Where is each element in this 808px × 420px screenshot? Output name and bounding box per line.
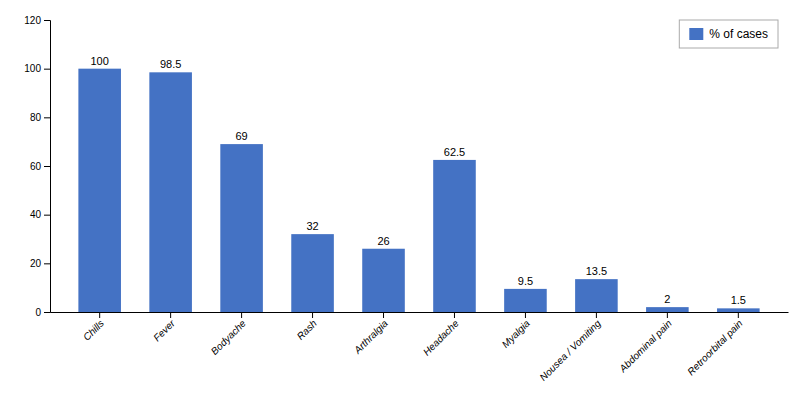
x-tick: Fever bbox=[151, 312, 177, 344]
bar bbox=[504, 289, 547, 312]
x-tick-mark bbox=[312, 312, 313, 318]
legend-label: % of cases bbox=[709, 27, 768, 41]
data-label: 69 bbox=[235, 130, 247, 142]
chart: 0 20 40 60 80 100 120 Chills Fever Bodyache Rash Ar… bbox=[0, 0, 808, 420]
x-tick-label: Myalgia bbox=[500, 317, 532, 349]
x-tick-mark bbox=[596, 312, 597, 318]
x-tick-mark bbox=[99, 312, 100, 318]
y-tick-mark bbox=[44, 69, 50, 70]
x-tick-mark bbox=[667, 312, 668, 318]
y-tick: 20 bbox=[30, 258, 50, 269]
data-label: 2 bbox=[664, 293, 670, 305]
y-tick-label: 40 bbox=[30, 209, 42, 220]
data-label: 1.5 bbox=[731, 294, 746, 306]
y-tick-label: 60 bbox=[30, 161, 42, 172]
y-tick-mark bbox=[44, 166, 50, 167]
data-label: 62.5 bbox=[444, 146, 465, 158]
data-label: 9.5 bbox=[518, 275, 533, 287]
x-tick-mark bbox=[170, 312, 171, 318]
legend-item: % of cases bbox=[689, 27, 768, 41]
x-tick: Rash bbox=[295, 312, 320, 342]
y-tick-label: 20 bbox=[30, 258, 42, 269]
x-tick: Nousea / Vomiting bbox=[537, 312, 603, 383]
x-tick-mark bbox=[738, 312, 739, 318]
bar bbox=[433, 160, 476, 312]
y-tick: 0 bbox=[35, 307, 50, 318]
legend-box bbox=[679, 20, 778, 48]
data-labels: 100 98.5 69 32 26 62.5 9.5 13.5 2 1.5 bbox=[90, 55, 745, 307]
x-tick-label: Rash bbox=[295, 317, 320, 342]
y-axis-line bbox=[44, 21, 51, 313]
x-axis-line bbox=[51, 312, 789, 313]
x-tick-label: Retroorbital pain bbox=[685, 317, 745, 377]
x-tick: Chills bbox=[81, 312, 106, 343]
bar bbox=[220, 144, 263, 312]
y-tick-label: 100 bbox=[24, 63, 41, 74]
bar bbox=[149, 72, 192, 312]
x-tick-mark bbox=[454, 312, 455, 318]
x-tick: Arthralgia bbox=[351, 312, 390, 356]
y-tick: 60 bbox=[30, 161, 50, 172]
bars bbox=[78, 69, 759, 312]
y-tick-mark bbox=[44, 20, 50, 21]
y-tick-mark bbox=[44, 215, 50, 216]
bar bbox=[717, 308, 760, 312]
x-tick-label: Nousea / Vomiting bbox=[537, 317, 603, 383]
data-label: 26 bbox=[377, 235, 389, 247]
x-tick-mark bbox=[383, 312, 384, 318]
y-tick-label: 80 bbox=[30, 112, 42, 123]
x-tick: Headache bbox=[421, 312, 461, 358]
y-tick: 100 bbox=[24, 63, 50, 74]
x-tick-mark bbox=[241, 312, 242, 318]
data-label: 13.5 bbox=[586, 265, 607, 277]
data-label: 32 bbox=[306, 220, 318, 232]
y-tick: 40 bbox=[30, 209, 50, 220]
x-tick-label: Fever bbox=[151, 317, 177, 343]
bar bbox=[646, 307, 689, 312]
x-tick-label: Arthralgia bbox=[351, 317, 390, 356]
x-tick-label: Abdominal pain bbox=[616, 317, 674, 375]
bar bbox=[362, 249, 405, 312]
bar bbox=[78, 69, 121, 312]
bar bbox=[575, 279, 618, 312]
x-tick-label: Headache bbox=[421, 317, 461, 357]
y-tick-mark bbox=[44, 263, 50, 264]
y-tick-label: 0 bbox=[35, 307, 41, 318]
y-tick-mark bbox=[44, 117, 50, 118]
x-tick: Retroorbital pain bbox=[685, 312, 745, 377]
x-tick: Abdominal pain bbox=[616, 312, 674, 375]
y-tick-label: 120 bbox=[24, 15, 41, 26]
data-label: 100 bbox=[90, 55, 108, 67]
plot: 0 20 40 60 80 100 120 Chills Fever Bodyache Rash Ar… bbox=[24, 15, 788, 383]
x-tick-label: Chills bbox=[81, 318, 106, 343]
x-tick: Bodyache bbox=[209, 312, 249, 357]
y-tick: 80 bbox=[30, 112, 50, 123]
legend: % of cases bbox=[679, 20, 778, 48]
x-tick-mark bbox=[525, 312, 526, 318]
bar bbox=[291, 234, 334, 312]
x-tick-label: Bodyache bbox=[209, 317, 249, 357]
x-axis: Chills Fever Bodyache Rash Arthralgia Headach… bbox=[51, 312, 789, 383]
x-tick: Myalgia bbox=[500, 312, 532, 350]
y-tick: 120 bbox=[24, 15, 50, 26]
y-tick-mark bbox=[44, 312, 50, 313]
data-label: 98.5 bbox=[160, 58, 181, 70]
y-axis: 0 20 40 60 80 100 120 bbox=[24, 15, 50, 318]
legend-swatch bbox=[689, 28, 703, 40]
